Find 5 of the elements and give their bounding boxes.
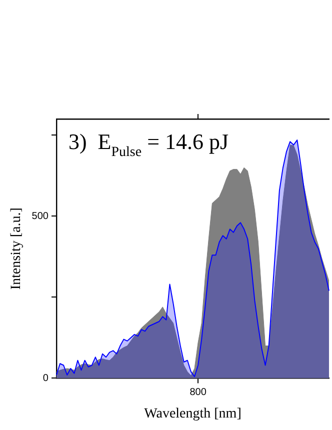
x-tick-label: 800: [190, 386, 207, 398]
y-tick-label: 500: [32, 210, 49, 222]
y-axis-title: Intensity [a.u.]: [9, 208, 24, 290]
x-axis-title: Wavelength [nm]: [144, 406, 242, 422]
y-tick-label: 0: [42, 372, 49, 384]
